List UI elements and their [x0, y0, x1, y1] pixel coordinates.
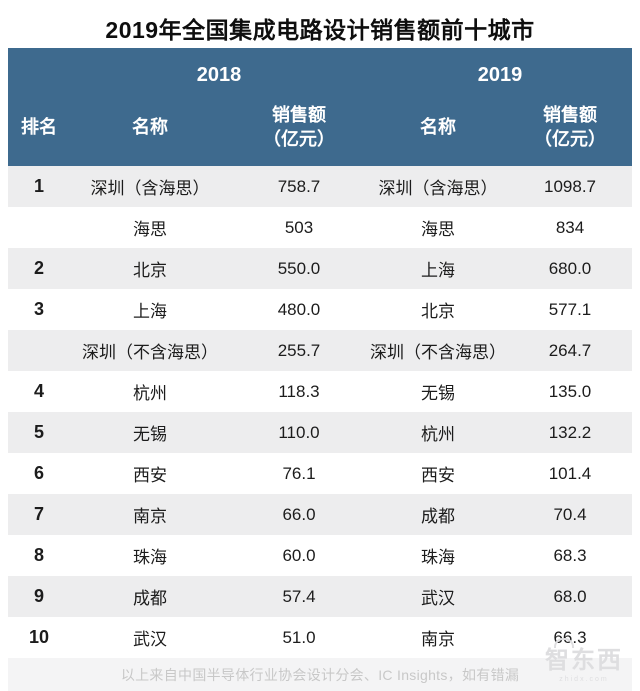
page-title: 2019年全国集成电路设计销售额前十城市: [105, 17, 535, 43]
sales-2018-cell: 57.4: [230, 576, 368, 617]
sales-ranking-table: 2018 2019 排名 名称 销售额 （亿元） 名称 销售额 （亿元） 1 深圳（…: [8, 48, 632, 691]
column-header-row: 排名 名称 销售额 （亿元） 名称 销售额 （亿元）: [8, 94, 632, 166]
rank-cell: [8, 207, 70, 248]
sales-2019-cell: 1098.7: [508, 166, 632, 207]
city-2018-cell: 成都: [70, 576, 230, 617]
sales-header-line1: 销售额: [543, 105, 597, 125]
sales-2019-cell: 101.4: [548, 463, 592, 483]
city-2019-cell: 杭州: [368, 412, 508, 453]
rank-cell: 7: [8, 494, 70, 535]
sales-2019-cell: 577.1: [548, 299, 592, 319]
zhidx-watermark: 智东西 zhidx.com: [538, 638, 630, 683]
table-row: 海思 503 海思 834: [8, 207, 632, 248]
table-row: 深圳（不含海思） 255.7 深圳（不含海思） 264.7: [8, 330, 632, 371]
city-2019-cell: 武汉: [368, 576, 508, 617]
table-row: 9 成都 57.4 武汉 68.0: [8, 576, 632, 617]
rank-cell: 8: [33, 545, 44, 565]
city-2019-cell: 深圳（不含海思）: [368, 330, 508, 371]
column-header-sales-2019: 销售额 （亿元）: [508, 94, 632, 166]
city-2019-cell: 深圳（含海思）: [368, 166, 508, 207]
sales-2018-cell: 255.7: [230, 330, 368, 371]
city-2018-cell: 南京: [70, 494, 230, 535]
table-row: 4 杭州 118.3 无锡 135.0: [8, 371, 632, 412]
table-footer: 以上来自中国半导体行业协会设计分会、IC Insights，如有错漏: [8, 658, 632, 691]
table-row: 1 深圳（含海思） 758.7 深圳（含海思） 1098.7: [8, 166, 632, 207]
year-header-row: 2018 2019: [8, 48, 632, 94]
city-2018-cell: 武汉: [133, 630, 167, 649]
rank-cell: 10: [28, 627, 50, 647]
rank-cell: [8, 330, 70, 371]
sales-header-line1: 销售额: [272, 105, 326, 125]
sales-2018-cell: 76.1: [282, 463, 316, 483]
column-header-sales-2018: 销售额 （亿元）: [230, 94, 368, 166]
city-2019-cell: 南京: [421, 630, 455, 649]
rank-cell: 4: [33, 381, 44, 401]
rank-cell: 6: [33, 463, 44, 483]
city-2018-cell: 上海: [133, 302, 167, 321]
source-note: 以上来自中国半导体行业协会设计分会、IC Insights，如有错漏: [8, 658, 632, 691]
city-2018-cell: 无锡: [70, 412, 230, 453]
sales-header-line2: （亿元）: [263, 129, 335, 149]
rank-cell: 5: [8, 412, 70, 453]
rank-cell: 9: [8, 576, 70, 617]
rank-cell: 1: [8, 166, 70, 207]
city-2019-cell: 海思: [421, 220, 455, 239]
sales-2019-cell: 70.4: [508, 494, 632, 535]
year-header-spacer: [8, 48, 70, 94]
sales-2019-cell: 135.0: [548, 381, 592, 401]
city-2019-cell: 上海: [368, 248, 508, 289]
city-2019-cell: 西安: [421, 466, 455, 485]
column-header-rank: 排名: [8, 94, 70, 166]
year-header-2019: 2019: [368, 48, 632, 94]
column-header-name-2019: 名称: [368, 94, 508, 166]
table-row: 7 南京 66.0 成都 70.4: [8, 494, 632, 535]
sales-2018-cell: 758.7: [230, 166, 368, 207]
source-row: 以上来自中国半导体行业协会设计分会、IC Insights，如有错漏: [8, 658, 632, 691]
table-row: 6 西安 76.1 西安 101.4: [8, 453, 632, 494]
year-header-2018: 2018: [70, 48, 368, 94]
city-2019-cell: 北京: [421, 302, 455, 321]
sales-2019-cell: 132.2: [508, 412, 632, 453]
city-2018-cell: 北京: [70, 248, 230, 289]
watermark-signal-icon: [554, 638, 574, 648]
city-2018-cell: 深圳（含海思）: [70, 166, 230, 207]
sales-2018-cell: 550.0: [230, 248, 368, 289]
sales-2018-cell: 503: [284, 217, 314, 237]
sales-2018-cell: 60.0: [282, 545, 316, 565]
column-header-name-2018: 名称: [70, 94, 230, 166]
table-row: 10 武汉 51.0 南京 66.3: [8, 617, 632, 658]
sales-2018-cell: 118.3: [278, 381, 320, 401]
sales-2019-cell: 680.0: [508, 248, 632, 289]
city-2018-cell: 西安: [133, 466, 167, 485]
sales-header-line2: （亿元）: [534, 129, 606, 149]
watermark-logo-text: 智东西: [545, 647, 623, 674]
city-2019-cell: 成都: [368, 494, 508, 535]
sales-2019-cell: 834: [555, 217, 585, 237]
sales-2018-cell: 110.0: [230, 412, 368, 453]
table-row: 5 无锡 110.0 杭州 132.2: [8, 412, 632, 453]
table-header: 2018 2019 排名 名称 销售额 （亿元） 名称 销售额 （亿元）: [8, 48, 632, 166]
rank-cell: 3: [33, 299, 44, 319]
city-2018-cell: 海思: [133, 220, 167, 239]
sales-2019-cell: 68.0: [508, 576, 632, 617]
city-2019-cell: 珠海: [421, 548, 455, 567]
sales-2019-cell: 264.7: [508, 330, 632, 371]
table-body: 1 深圳（含海思） 758.7 深圳（含海思） 1098.7 海思 503 海思…: [8, 166, 632, 658]
rank-cell: 2: [8, 248, 70, 289]
table-row: 3 上海 480.0 北京 577.1: [8, 289, 632, 330]
watermark-site-text: zhidx.com: [559, 676, 609, 683]
city-2018-cell: 珠海: [133, 548, 167, 567]
sales-2018-cell: 51.0: [282, 627, 316, 647]
sales-2018-cell: 66.0: [230, 494, 368, 535]
sales-2019-cell: 68.3: [553, 545, 587, 565]
city-2018-cell: 杭州: [133, 384, 167, 403]
table-row: 2 北京 550.0 上海 680.0: [8, 248, 632, 289]
city-2018-cell: 深圳（不含海思）: [70, 330, 230, 371]
sales-2018-cell: 480.0: [277, 299, 321, 319]
table-row: 8 珠海 60.0 珠海 68.3: [8, 535, 632, 576]
city-2019-cell: 无锡: [421, 384, 455, 403]
